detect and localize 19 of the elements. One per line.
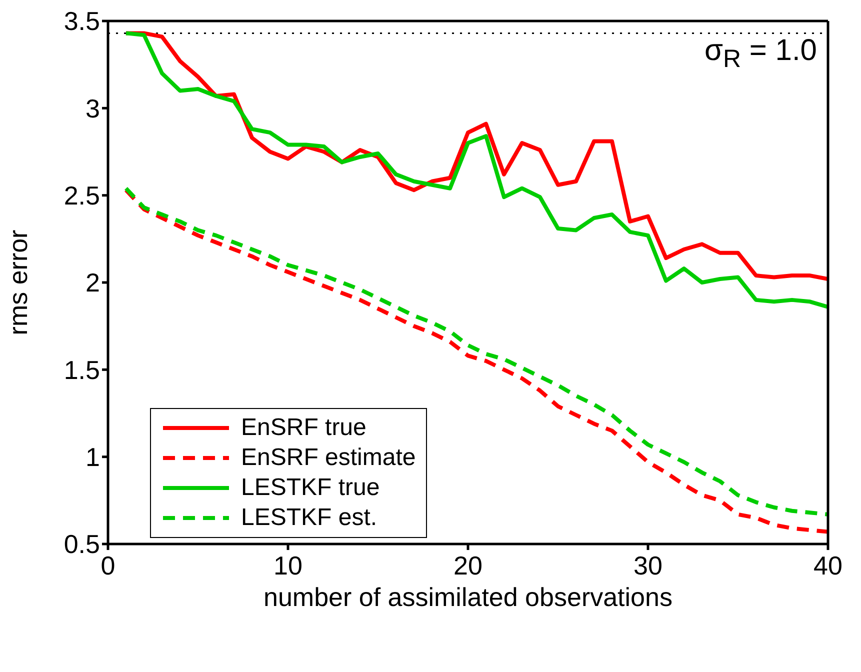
annotation: σ$_{R}$ = 1.0 xyxy=(704,34,817,74)
x-axis-title: number of assimilated observations xyxy=(264,582,672,612)
legend-label: LESTKF true xyxy=(241,473,380,503)
y-tick-label: 1.5 xyxy=(64,354,100,385)
legend-label: EnSRF true xyxy=(241,413,366,443)
x-tick-label: 30 xyxy=(634,550,662,580)
x-tick-label: 0 xyxy=(100,550,116,580)
y-tick-label: 3.5 xyxy=(64,6,100,36)
y-tick-label: 1 xyxy=(86,442,100,472)
x-tick-label: 40 xyxy=(814,550,842,580)
x-tick-label: 10 xyxy=(274,550,302,580)
legend-label: LESTKF est. xyxy=(241,503,378,533)
legend-label: EnSRF estimate xyxy=(241,443,416,473)
y-tick-label: 2 xyxy=(86,268,100,298)
y-axis-title: rms error xyxy=(3,229,34,336)
x-tick-label: 20 xyxy=(454,550,482,580)
y-tick-label: 2.5 xyxy=(64,180,100,211)
y-tick-label: 3 xyxy=(86,93,100,124)
y-tick-label: 0.5 xyxy=(64,529,100,560)
